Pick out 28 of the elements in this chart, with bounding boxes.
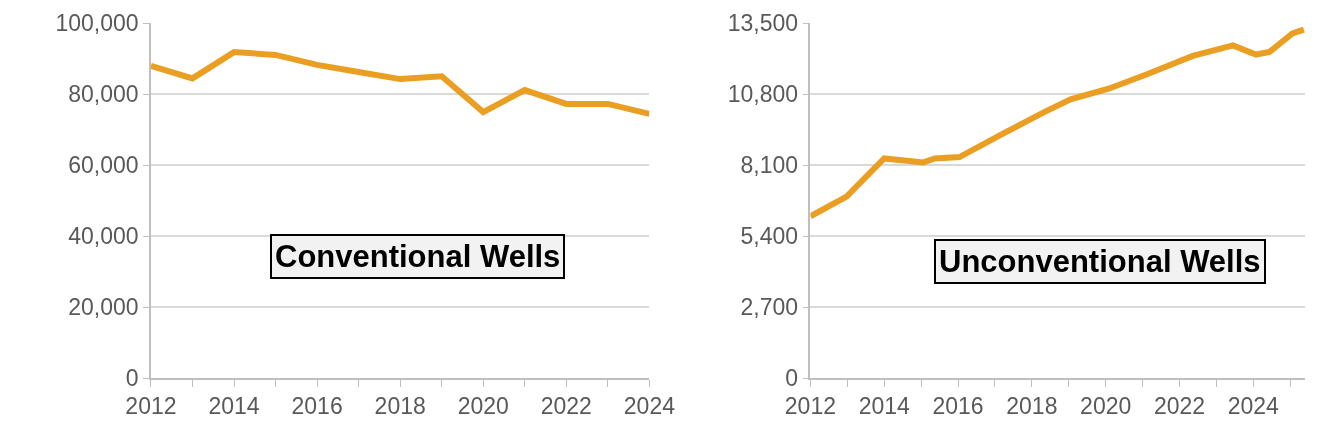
y-tick-label: 20,000: [68, 294, 139, 321]
y-tick-label: 0: [125, 365, 139, 392]
x-tick-label: 2018: [374, 393, 426, 420]
y-tick-label: 5,400: [740, 223, 799, 250]
y-tick-label: 60,000: [68, 152, 139, 179]
y-tick-label: 8,100: [740, 152, 799, 179]
x-tick-label: 2018: [1006, 393, 1058, 420]
y-tick-label: 0: [785, 365, 799, 392]
x-tick-label: 2012: [125, 393, 177, 420]
y-tick-label: 80,000: [68, 81, 139, 108]
x-tick-label: 2012: [784, 393, 836, 420]
annotation: Conventional Wells: [275, 239, 561, 274]
x-tick-label: 2016: [932, 393, 984, 420]
x-tick-label: 2014: [858, 393, 910, 420]
x-tick-label: 2022: [1153, 393, 1206, 420]
x-tick-label: 2022: [540, 393, 592, 420]
x-tick-label: 2020: [457, 393, 509, 420]
x-tick-label: 2024: [623, 393, 676, 420]
x-tick-label: 2020: [1080, 393, 1132, 420]
y-tick-label: 2,700: [740, 294, 799, 321]
y-tick-label: 100,000: [55, 10, 139, 37]
y-tick-label: 40,000: [68, 223, 139, 250]
x-tick-label: 2016: [291, 393, 343, 420]
annotation: Unconventional Wells: [939, 244, 1261, 279]
x-tick-label: 2014: [208, 393, 260, 420]
x-tick-label: 2024: [1227, 393, 1280, 420]
y-tick-label: 13,500: [727, 10, 799, 37]
y-tick-label: 10,800: [727, 81, 799, 108]
